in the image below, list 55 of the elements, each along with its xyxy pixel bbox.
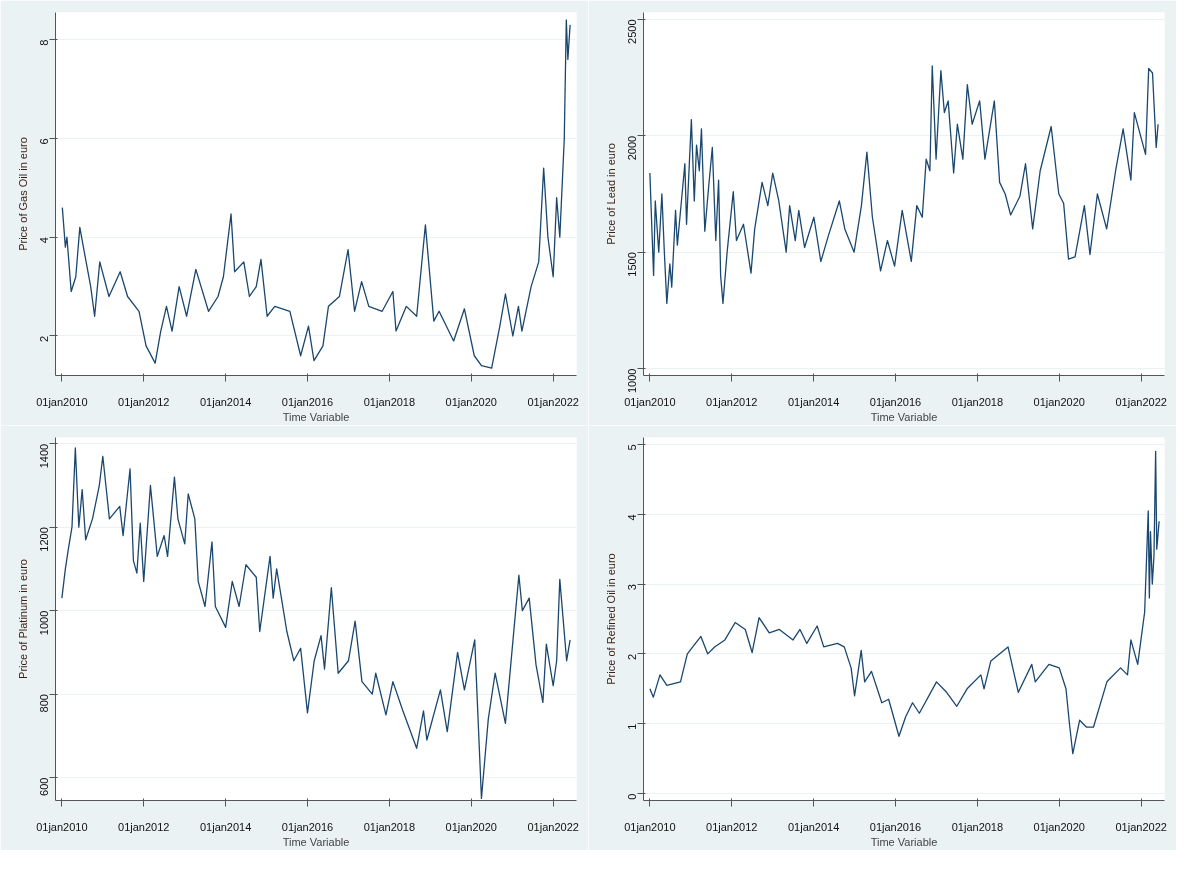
x-tick-label: 01jan2020 (445, 395, 497, 408)
y-tick-label: 1000 (38, 610, 51, 636)
y-tick-label: 4 (38, 237, 51, 244)
x-tick-label: 01jan2014 (787, 395, 840, 408)
x-tick-label: 01jan2010 (624, 395, 676, 408)
y-tick-label: 1500 (626, 252, 639, 277)
x-tick-label: 01jan2018 (951, 395, 1004, 408)
y-tick-label: 1200 (38, 527, 51, 552)
x-tick-label: 01jan2018 (363, 395, 416, 408)
x-tick-label: 01jan2012 (706, 395, 758, 408)
y-tick-label: 2500 (626, 19, 639, 44)
y-tick-label: 3 (626, 584, 639, 591)
x-axis-title: Time Variable (870, 410, 938, 423)
x-axis-title: Time Variable (282, 410, 350, 423)
x-tick-label: 01jan2014 (787, 820, 840, 833)
y-tick-label: 8 (38, 39, 51, 46)
y-tick-label: 0 (626, 793, 639, 800)
y-axis-title: Price of Lead in euro (604, 143, 617, 245)
y-tick-label: 1400 (38, 443, 51, 469)
y-tick-label: 2 (626, 653, 639, 661)
x-tick-label: 01jan2016 (869, 820, 922, 833)
x-tick-label: 01jan2012 (118, 395, 170, 408)
x-tick-label: 01jan2014 (199, 395, 252, 408)
y-tick-label: 2 (38, 335, 51, 343)
y-tick-label: 2000 (626, 135, 639, 161)
x-tick-label: 01jan2020 (1033, 395, 1085, 408)
x-tick-label: 01jan2022 (527, 395, 579, 408)
x-tick-label: 01jan2016 (869, 395, 922, 408)
x-axis-title: Time Variable (870, 835, 938, 848)
y-tick-label: 800 (38, 694, 51, 713)
x-tick-label: 01jan2010 (36, 820, 88, 833)
x-tick-label: 01jan2012 (118, 820, 170, 833)
y-tick-label: 1000 (626, 368, 639, 393)
x-tick-label: 01jan2010 (624, 820, 676, 833)
y-tick-label: 5 (626, 444, 639, 451)
y-tick-label: 6 (38, 138, 51, 145)
x-tick-label: 01jan2018 (363, 820, 416, 833)
y-axis-title: Price of Platinum in euro (16, 559, 29, 679)
y-tick-label: 1 (626, 723, 639, 730)
x-tick-label: 01jan2012 (706, 820, 758, 833)
x-tick-label: 01jan2016 (281, 395, 334, 408)
x-tick-label: 01jan2014 (199, 820, 252, 833)
x-axis-title: Time Variable (282, 835, 350, 848)
y-tick-label: 4 (626, 514, 639, 521)
y-axis-title: Price of Refined Oil in euro (604, 553, 617, 685)
y-axis-title: Price of Gas Oil in euro (16, 137, 29, 251)
x-tick-label: 01jan2022 (527, 820, 579, 833)
y-tick-label: 600 (38, 777, 51, 796)
x-tick-label: 01jan2022 (1115, 395, 1167, 408)
x-tick-label: 01jan2020 (445, 820, 497, 833)
x-tick-label: 01jan2018 (951, 820, 1004, 833)
x-tick-label: 01jan2016 (281, 820, 334, 833)
x-tick-label: 01jan2010 (36, 395, 88, 408)
x-tick-label: 01jan2020 (1033, 820, 1085, 833)
x-tick-label: 01jan2022 (1115, 820, 1167, 833)
